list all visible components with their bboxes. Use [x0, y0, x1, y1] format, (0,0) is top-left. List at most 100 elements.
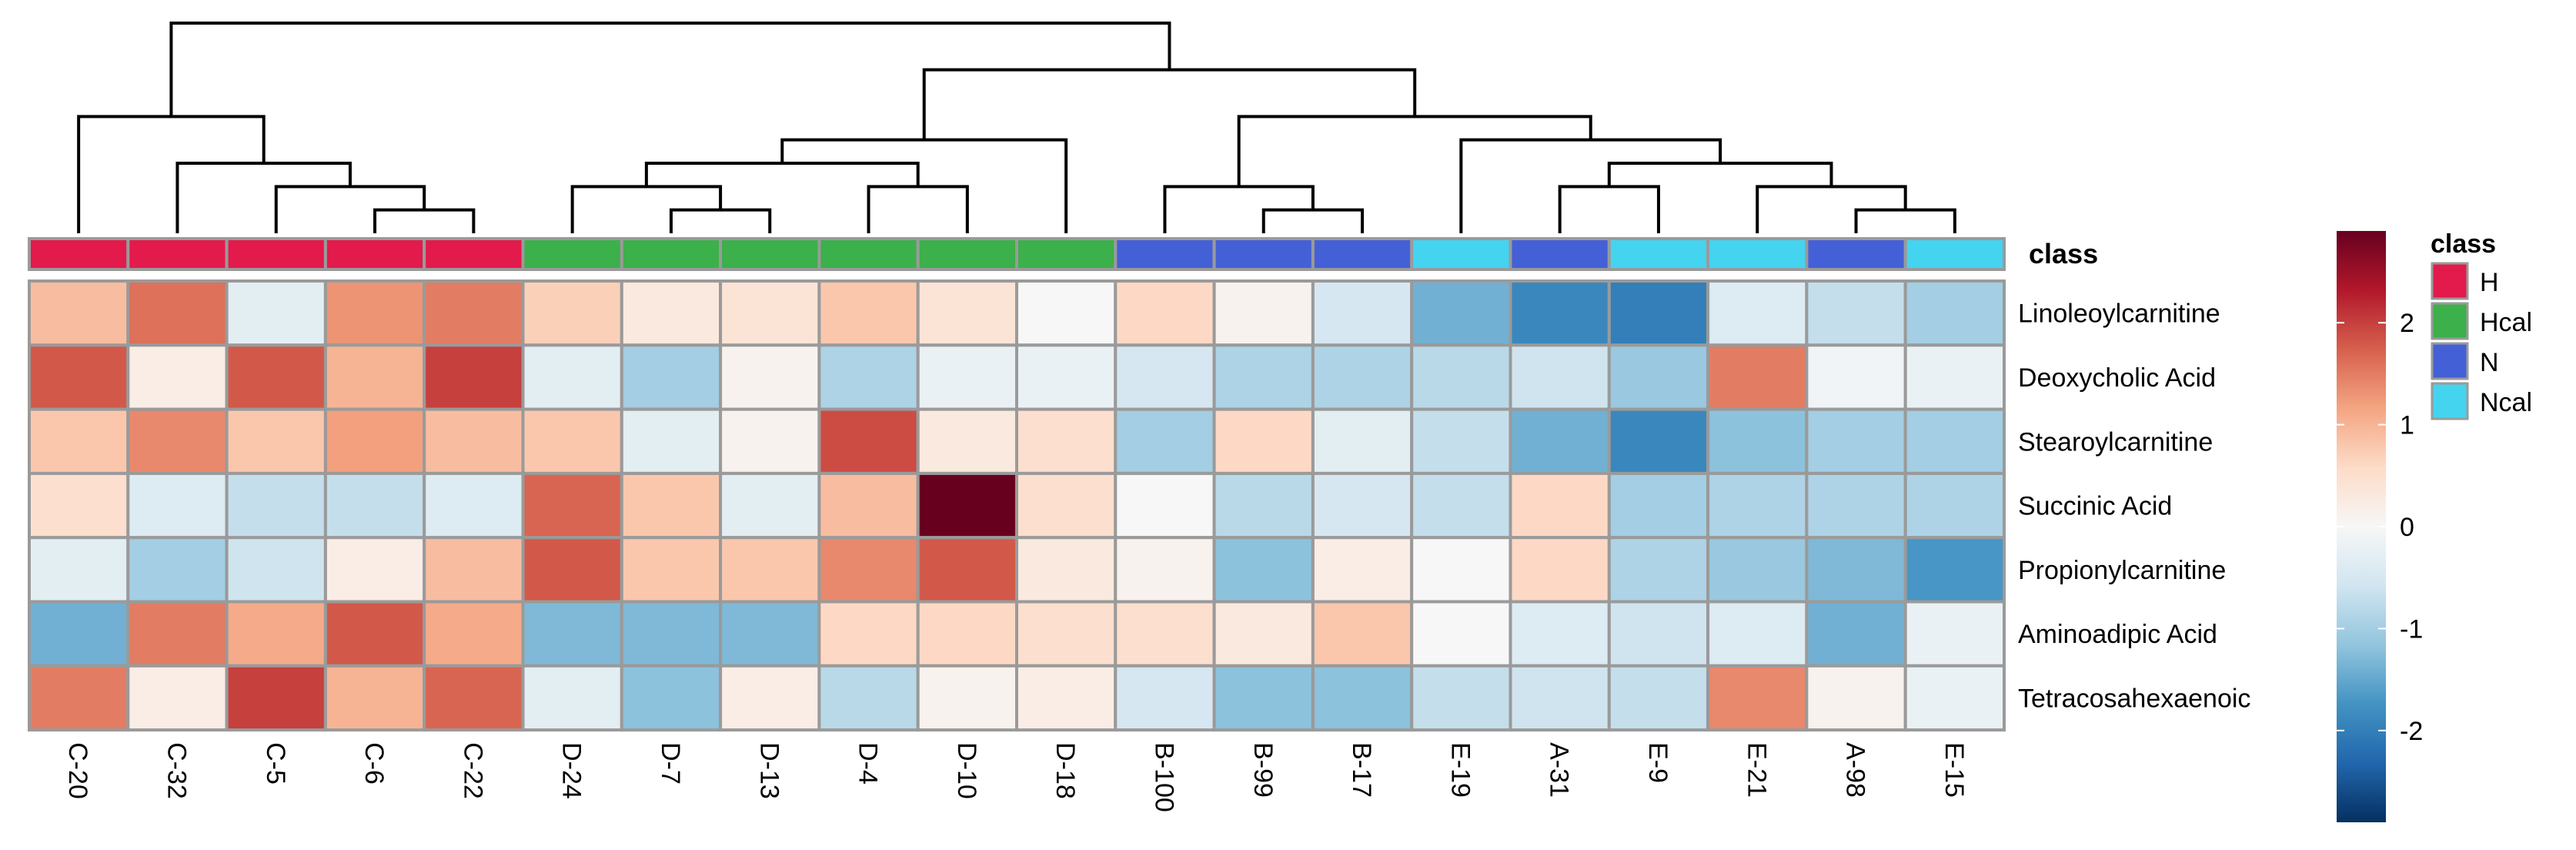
- heatmap-cell: [126, 536, 229, 604]
- heatmap-cell: [1607, 536, 1710, 604]
- column-label: D-10: [952, 742, 981, 799]
- column-label: B-100: [1149, 742, 1178, 812]
- heatmap-cell: [719, 664, 821, 732]
- heatmap-cell: [126, 664, 229, 732]
- heatmap-cell: [1114, 536, 1216, 604]
- heatmap-cell: [1706, 600, 1809, 668]
- heatmap-cell: [1410, 343, 1512, 411]
- heatmap-cell: [1015, 471, 1118, 540]
- heatmap-cell: [1805, 407, 1907, 475]
- row-labels: Linoleoylcarnitine Deoxycholic Acid Stearo…: [2018, 300, 2250, 714]
- heatmap-cell: [1212, 536, 1315, 604]
- heatmap-cell: [1410, 279, 1512, 347]
- legend-title: class: [2431, 229, 2496, 259]
- legend-swatch-hcal: [2431, 302, 2469, 340]
- column-label: C-6: [359, 742, 389, 785]
- class-cell-D-18: [1015, 237, 1118, 271]
- colorbar-tick-label: 0: [2400, 513, 2414, 542]
- heatmap-cell: [817, 664, 920, 732]
- column-label: B-17: [1347, 742, 1376, 798]
- column-label: D-7: [656, 742, 685, 785]
- row-label: Aminoadipic Acid: [2018, 620, 2217, 649]
- heatmap-cell: [1903, 407, 2006, 475]
- class-annotation-bar: [28, 237, 2006, 271]
- heatmap-cell: [719, 343, 821, 411]
- legend-swatch-ncal: [2431, 382, 2469, 420]
- class-cell-B-100: [1114, 237, 1216, 271]
- heatmap-cell: [323, 279, 426, 347]
- heatmap-cell: [28, 600, 130, 668]
- dendrogram-branch: [780, 138, 1068, 233]
- heatmap-cell: [1509, 343, 1611, 411]
- heatmap-cell: [1212, 407, 1315, 475]
- heatmap-cell: [423, 471, 525, 540]
- heatmap-cell: [1903, 600, 2006, 668]
- heatmap-cell: [1114, 600, 1216, 668]
- heatmap-cell: [1903, 279, 2006, 347]
- heatmap-cell: [1607, 279, 1710, 347]
- class-bar-label: class: [2029, 238, 2098, 269]
- heatmap-cell: [126, 471, 229, 540]
- class-cell-D-13: [719, 237, 821, 271]
- colorbar-tick-label: 1: [2400, 411, 2414, 440]
- dendrogram-branch: [77, 115, 266, 233]
- heatmap-cell: [225, 600, 327, 668]
- heatmap-cell: [620, 471, 723, 540]
- column-label: E-15: [1940, 742, 1969, 798]
- column-label: E-9: [1643, 742, 1672, 783]
- heatmap-cell: [1311, 664, 1414, 732]
- legend-swatch-h: [2431, 262, 2469, 300]
- heatmap-cell: [1706, 279, 1809, 347]
- heatmap-cell: [1805, 600, 1907, 668]
- heatmap-cell: [1311, 343, 1414, 411]
- heatmap-cell: [1311, 536, 1414, 604]
- heatmap-cell: [1509, 279, 1611, 347]
- column-label: C-20: [63, 742, 92, 799]
- class-legend: class H Hcal N Ncal: [2431, 229, 2532, 420]
- heatmap-cell: [1410, 664, 1512, 732]
- legend-swatch-n: [2431, 342, 2469, 380]
- heatmap-cell: [521, 664, 623, 732]
- dendrogram-branch: [922, 68, 1417, 140]
- heatmap-cell: [1805, 471, 1907, 540]
- class-cell-D-10: [916, 237, 1018, 271]
- heatmap-cell: [1903, 536, 2006, 604]
- heatmap-cell: [1015, 279, 1118, 347]
- heatmap-cell: [28, 664, 130, 732]
- heatmap-cell: [1706, 407, 1809, 475]
- column-label: D-4: [854, 742, 883, 785]
- heatmap-cells: [28, 279, 2006, 732]
- heatmap-cell: [1015, 664, 1118, 732]
- heatmap-cell: [916, 407, 1018, 475]
- heatmap-cell: [225, 343, 327, 411]
- heatmap-cell: [1114, 343, 1216, 411]
- heatmap-cell: [719, 279, 821, 347]
- heatmap-cell: [225, 471, 327, 540]
- heatmap-cell: [1706, 343, 1809, 411]
- heatmap-cell: [423, 600, 525, 668]
- heatmap-cell: [423, 664, 525, 732]
- heatmap-cell: [126, 279, 229, 347]
- column-label: C-32: [162, 742, 191, 799]
- colorbar-gradient: [2337, 231, 2386, 822]
- heatmap-cell: [916, 664, 1018, 732]
- heatmap-cell: [28, 471, 130, 540]
- class-cell-A-98: [1805, 237, 1907, 271]
- heatmap-cell: [126, 407, 229, 475]
- class-cell-C-32: [126, 237, 229, 271]
- heatmap-cell: [620, 536, 723, 604]
- colorbar: 2 1 0 -1 -2: [2337, 231, 2423, 822]
- column-label: E-21: [1742, 742, 1771, 798]
- dendrogram-branch: [1459, 138, 1722, 233]
- heatmap-cell: [1015, 536, 1118, 604]
- heatmap-cell: [1311, 471, 1414, 540]
- heatmap-cell: [1212, 664, 1315, 732]
- heatmap-cell: [225, 536, 327, 604]
- heatmap-cell: [323, 536, 426, 604]
- class-cell-D-7: [620, 237, 723, 271]
- class-cell-B-17: [1311, 237, 1414, 271]
- class-cell-B-99: [1212, 237, 1315, 271]
- legend-label: N: [2480, 348, 2499, 377]
- row-label: Succinic Acid: [2018, 492, 2172, 521]
- dendrogram-branch: [1261, 208, 1365, 233]
